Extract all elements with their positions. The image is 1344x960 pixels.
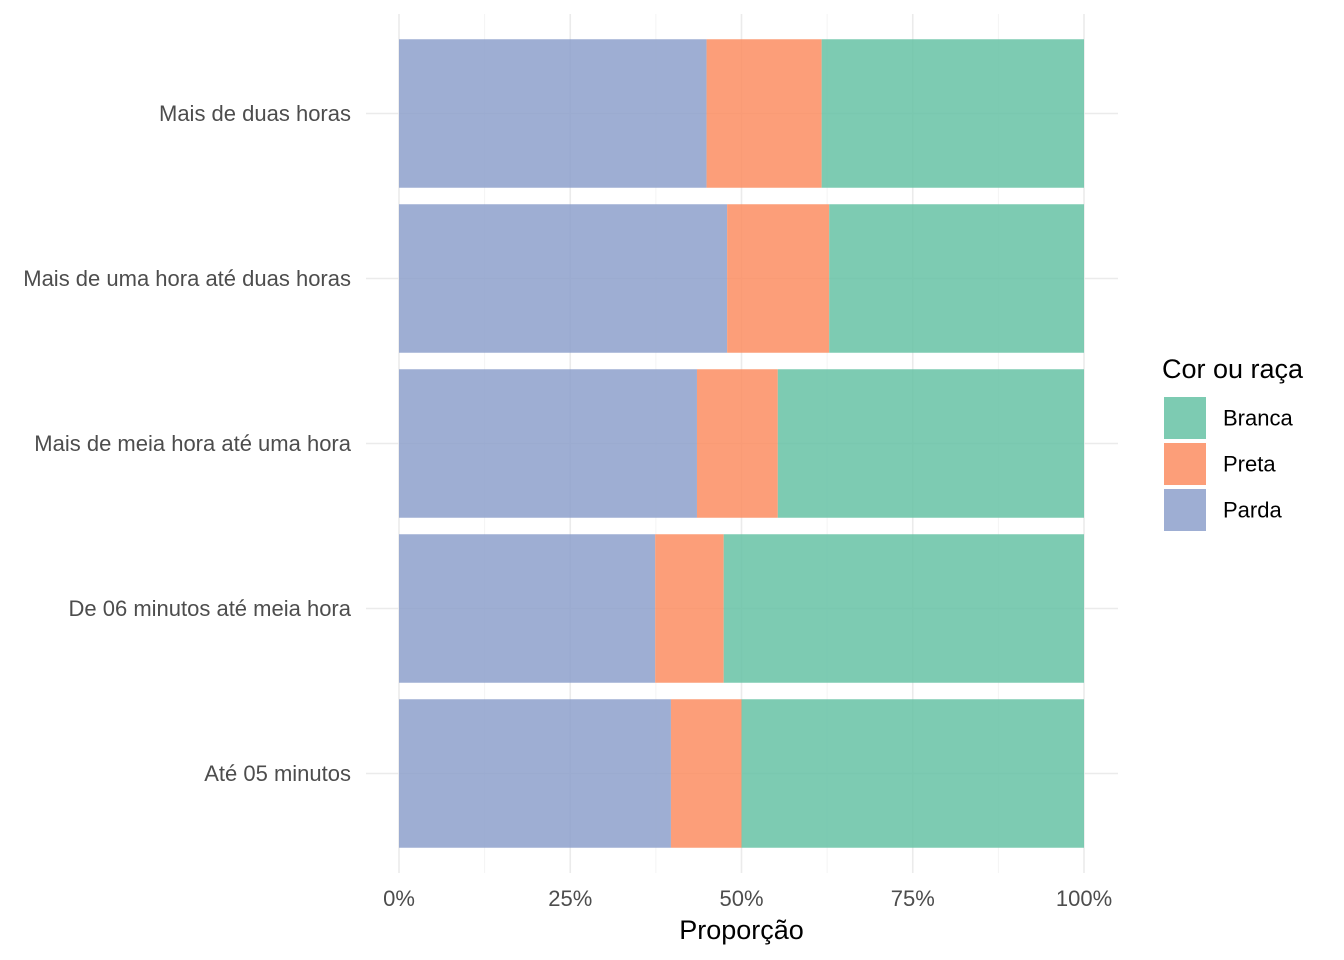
bar-preta [727,204,830,353]
x-tick-label: 100% [1056,886,1112,911]
bar-preta [670,699,742,848]
x-tick-label: 75% [891,886,935,911]
legend: Cor ou raça Branca Preta Parda [1162,354,1304,531]
bar-parda [399,204,728,353]
y-tick-label: Até 05 minutos [204,761,351,786]
x-tick-label: 25% [548,886,592,911]
x-tick-label: 50% [719,886,763,911]
y-tick-labels: Até 05 minutos De 06 minutos até meia hor… [23,101,352,786]
bar-branca [741,699,1084,848]
bar-branca [723,534,1084,683]
bar-parda [399,39,707,188]
bar-preta [655,534,724,683]
bar-branca [777,369,1084,518]
x-axis-title: Proporção [679,915,804,945]
legend-label-parda: Parda [1223,498,1282,523]
bar-preta [706,39,822,188]
legend-key-parda [1164,489,1206,531]
bar-parda [399,699,671,848]
legend-title: Cor ou raça [1162,354,1304,384]
bar-parda [399,369,697,518]
bar-preta [696,369,778,518]
bar-parda [399,534,656,683]
y-tick-label: Mais de meia hora até uma hora [34,431,351,456]
legend-key-branca [1164,397,1206,439]
legend-key-preta [1164,443,1206,485]
bar-branca [829,204,1084,353]
y-tick-label: Mais de duas horas [159,101,351,126]
bars [399,39,1084,848]
x-tick-label: 0% [383,886,415,911]
legend-label-preta: Preta [1223,452,1276,477]
x-tick-labels: 0% 25% 50% 75% 100% [383,886,1112,911]
y-tick-label: Mais de uma hora até duas horas [23,266,351,291]
legend-label-branca: Branca [1223,406,1293,431]
bar-branca [821,39,1084,188]
y-tick-label: De 06 minutos até meia hora [69,596,352,621]
